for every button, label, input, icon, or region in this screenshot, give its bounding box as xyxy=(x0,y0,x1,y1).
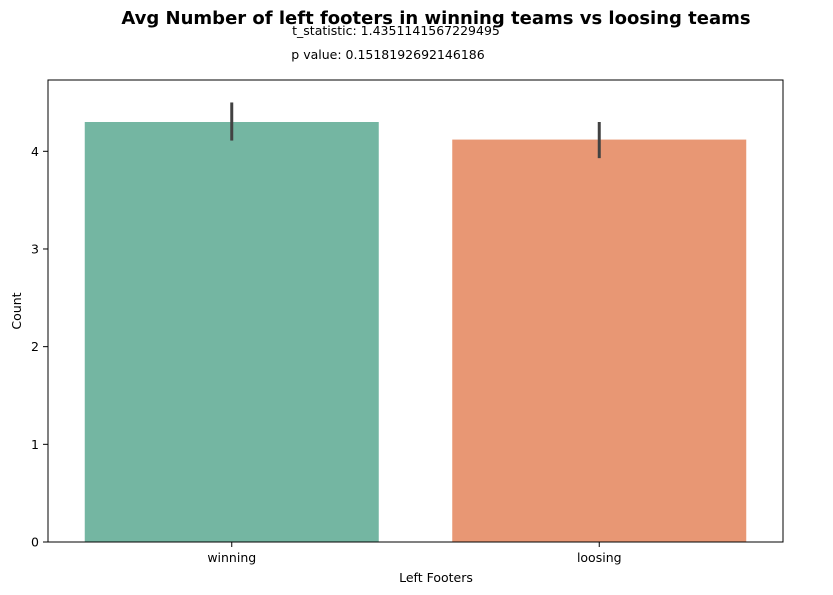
y-tick-label-1: 1 xyxy=(31,437,39,452)
x-tick-label-loosing: loosing xyxy=(577,550,622,565)
p-value-text: p value: 0.1518192692146186 xyxy=(291,47,484,62)
plot-area: winning loosing 0 1 2 3 4 xyxy=(31,79,784,565)
chart-title: Avg Number of left footers in winning te… xyxy=(121,8,750,29)
y-tick-label-3: 3 xyxy=(31,241,39,256)
y-tick-label-4: 4 xyxy=(31,144,39,159)
x-tick-label-winning: winning xyxy=(207,550,256,565)
y-tick-label-0: 0 xyxy=(31,535,39,550)
y-axis-label: Count xyxy=(9,292,24,329)
bar-loosing xyxy=(452,139,747,542)
bar-winning xyxy=(84,122,379,542)
axes-frame xyxy=(47,79,784,543)
x-axis-label: Left Footers xyxy=(399,570,473,585)
t-statistic-text: t_statistic: 1.4351141567229495 xyxy=(292,23,500,38)
y-tick-label-2: 2 xyxy=(31,339,39,354)
